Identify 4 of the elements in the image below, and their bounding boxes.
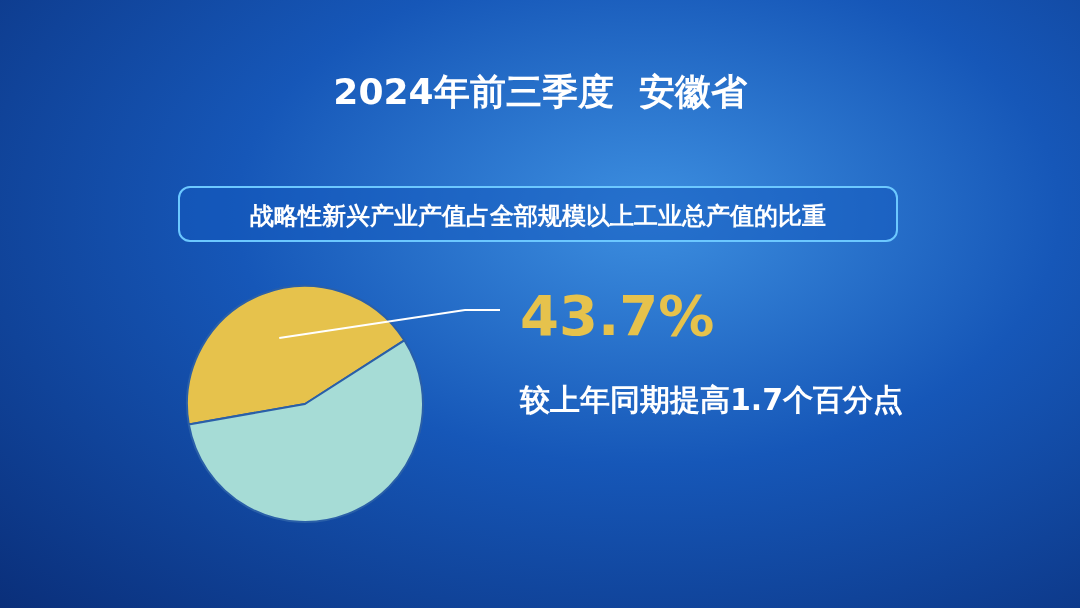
data-label: 43.7% [520,282,715,348]
chart-subtitle: 战略性新兴产业产值占全部规模以上工业总产值的比重 [178,186,898,242]
text: 较上年同期提高1.7个百分点 [520,381,904,419]
chart-title: 2024年前三季度 安徽省 [332,70,748,114]
